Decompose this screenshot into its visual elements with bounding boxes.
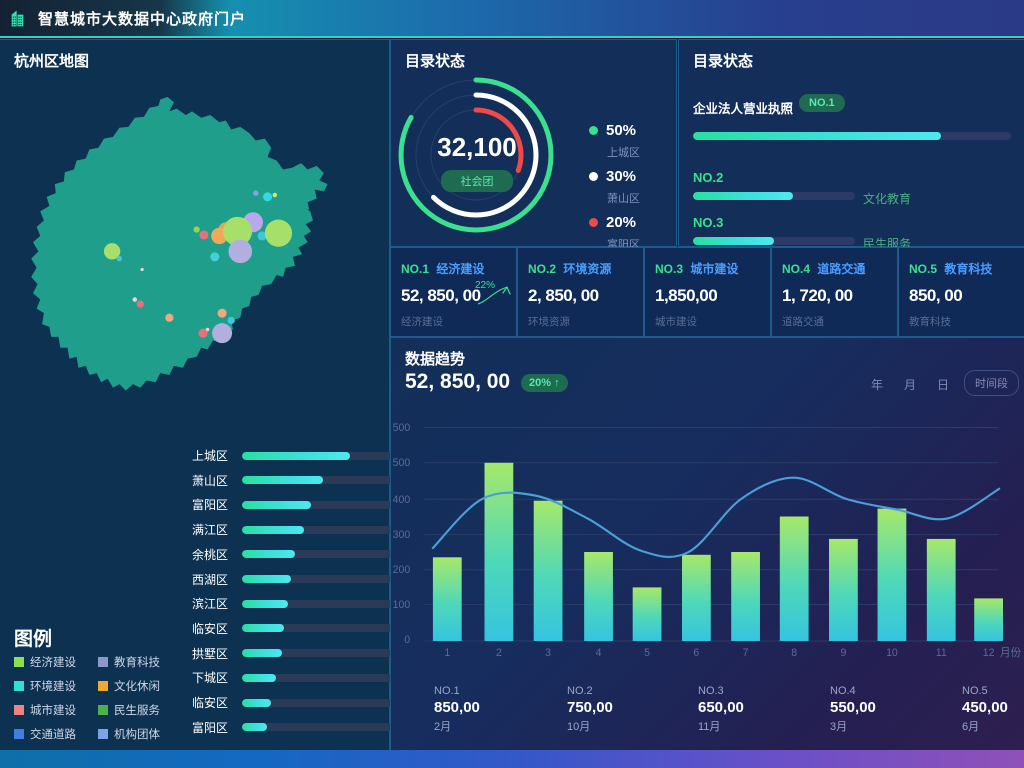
svg-text:8: 8 <box>791 647 797 659</box>
svg-text:4: 4 <box>596 647 602 659</box>
svg-text:300: 300 <box>393 529 411 541</box>
svg-text:100: 100 <box>393 599 411 611</box>
svg-text:10: 10 <box>886 647 898 659</box>
svg-text:月份: 月份 <box>1000 646 1021 659</box>
svg-text:400: 400 <box>393 494 411 506</box>
svg-text:12: 12 <box>983 647 995 659</box>
svg-text:500: 500 <box>393 457 411 469</box>
svg-text:500: 500 <box>393 422 411 434</box>
svg-text:11: 11 <box>936 647 947 659</box>
svg-text:200: 200 <box>393 564 411 576</box>
svg-text:0: 0 <box>404 634 410 646</box>
svg-text:7: 7 <box>743 647 749 659</box>
svg-text:1: 1 <box>444 647 450 659</box>
svg-text:5: 5 <box>644 647 650 659</box>
svg-text:2: 2 <box>496 647 502 659</box>
svg-text:9: 9 <box>840 647 846 659</box>
svg-text:6: 6 <box>693 647 699 659</box>
svg-text:3: 3 <box>545 647 551 659</box>
